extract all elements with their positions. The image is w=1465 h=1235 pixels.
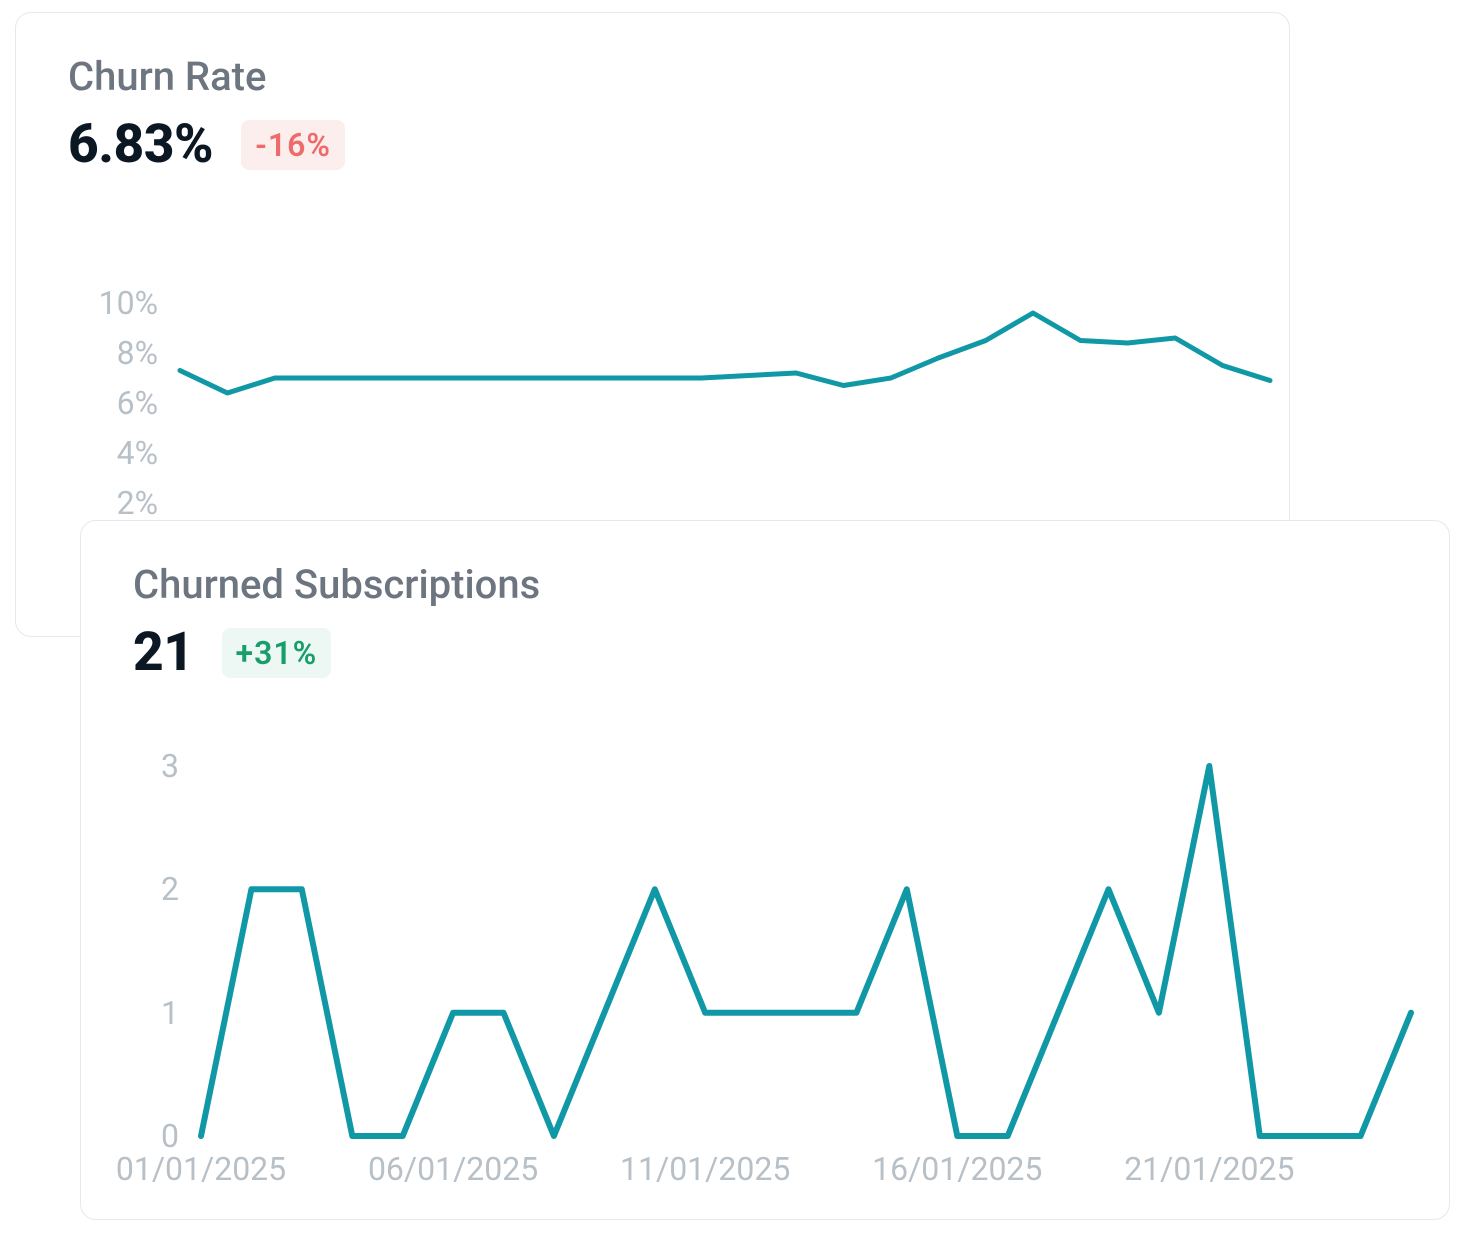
y-axis-label: 3: [81, 747, 179, 785]
churned-subs-value: 21: [133, 622, 194, 684]
x-axis-label: 16/01/2025: [872, 1150, 1042, 1188]
y-axis-label: 4%: [16, 434, 158, 472]
x-axis-label: 06/01/2025: [368, 1150, 538, 1188]
y-axis-label: 8%: [16, 334, 158, 372]
churned-subs-value-row: 21 +31%: [133, 622, 1449, 684]
churned-subs-card: Churned Subscriptions 21 +31% 012301/01/…: [80, 520, 1450, 1220]
churn-rate-value-row: 6.83% -16%: [68, 114, 1289, 176]
churn-rate-value: 6.83%: [68, 114, 213, 176]
churn-rate-delta-badge: -16%: [241, 120, 345, 170]
x-axis-label: 11/01/2025: [620, 1150, 790, 1188]
y-axis-label: 2: [81, 870, 179, 908]
dashboard-canvas: Churn Rate 6.83% -16% 2% 4% 6% 8% 10% Churne…: [0, 0, 1465, 1235]
churn-rate-title: Churn Rate: [68, 53, 1289, 100]
chart-line: [180, 303, 1270, 553]
churned-subs-chart: 012301/01/202506/01/202511/01/202516/01/…: [81, 766, 1451, 1136]
y-axis-label: 2%: [16, 484, 158, 522]
churned-subs-delta-badge: +31%: [222, 628, 332, 678]
x-axis-label: 01/01/2025: [116, 1150, 286, 1188]
churned-subs-title: Churned Subscriptions: [133, 561, 1449, 608]
x-axis-label: 21/01/2025: [1124, 1150, 1294, 1188]
y-axis-label: 10%: [16, 284, 158, 322]
y-axis-label: 1: [81, 994, 179, 1032]
y-axis-label: 6%: [16, 384, 158, 422]
churn-rate-chart: 2%4%6%8%10%: [16, 303, 1291, 553]
chart-line: [201, 766, 1411, 1136]
